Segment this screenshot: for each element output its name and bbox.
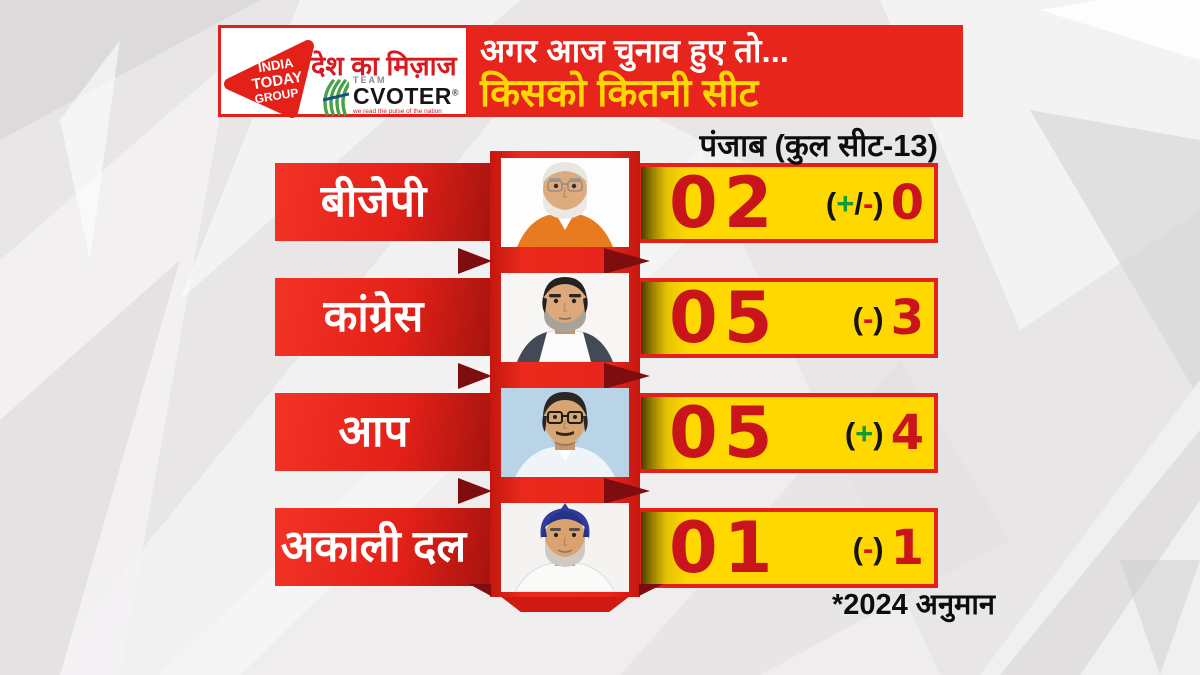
cvoter-tagline: we read the pulse of the nation — [353, 108, 442, 115]
party-label-aap: आप — [275, 393, 502, 471]
region-total-seats: पंजाब (कुल सीट-13) — [699, 128, 938, 163]
india-today-line3: GROUP — [254, 85, 300, 106]
party-label-akali-dal: अकाली दल — [275, 508, 502, 586]
cvoter-logo: TEAM CVOTER® we read the pulse of the na… — [323, 76, 459, 116]
plus-sign: + — [836, 185, 855, 221]
change-paren: ) — [873, 300, 884, 336]
photo-ribbon-tail — [500, 596, 630, 612]
change-value: 3 — [890, 290, 924, 346]
seat-change: (+ / -) 0 — [826, 179, 924, 227]
seat-count: 02 — [669, 162, 779, 244]
minus-sign: - — [862, 300, 874, 336]
india-today-group-logo: INDIA TODAY GROUP — [224, 40, 314, 118]
seat-change: (-) 3 — [853, 294, 924, 342]
brand-tagline: देश का मिज़ाज — [311, 51, 457, 81]
change-paren: ( — [852, 300, 863, 336]
seat-bar-bjp: 02 (+ / -) 0 — [637, 163, 938, 243]
sukhbir-singh-badal-photo — [501, 503, 629, 592]
arvind-kejriwal-photo — [501, 388, 629, 477]
cvoter-team-label: TEAM — [353, 75, 387, 85]
change-paren: ( — [852, 530, 863, 566]
seat-change: (+) 4 — [845, 409, 924, 457]
cvoter-name: CVOTER® — [353, 85, 459, 108]
change-paren: ) — [873, 415, 884, 451]
seat-bar-congress: 05 (-) 3 — [637, 278, 938, 358]
change-value: 4 — [890, 405, 924, 461]
plus-sign: + — [855, 415, 874, 451]
seat-count: 05 — [669, 277, 779, 359]
party-label-congress: कांग्रेस — [275, 278, 502, 356]
cvoter-arcs-icon — [323, 79, 349, 116]
headline-box: अगर आज चुनाव हुए तो... किसको कितनी सीट — [466, 25, 963, 117]
minus-sign: - — [862, 185, 874, 221]
seat-count: 01 — [669, 507, 779, 589]
party-label-bjp: बीजेपी — [275, 163, 502, 241]
seat-bar-aap: 05 (+) 4 — [637, 393, 938, 473]
headline-line2: किसको कितनी सीट — [480, 72, 759, 115]
change-paren: ( — [825, 185, 837, 221]
headline-line1: अगर आज चुनाव हुए तो... — [480, 32, 789, 69]
party-name: अकाली दल — [280, 521, 467, 571]
minus-sign: - — [862, 530, 874, 566]
rahul-gandhi-photo — [501, 273, 629, 362]
change-paren: ( — [844, 415, 856, 451]
brand-logo-box: INDIA TODAY GROUP देश का मिज़ाज TEAM CVO… — [218, 25, 470, 118]
registered-mark: ® — [451, 87, 459, 98]
party-name: आप — [338, 406, 409, 456]
seat-bar-akali-dal: 01 (-) 1 — [637, 508, 938, 588]
change-value: 0 — [890, 175, 924, 231]
seat-change: (-) 1 — [853, 524, 924, 572]
india-today-line1: INDIA — [257, 55, 295, 75]
estimate-footnote: *2024 अनुमान — [831, 589, 995, 621]
cvoter-wordmark: CVOTER — [353, 83, 452, 109]
change-paren: ) — [873, 530, 884, 566]
party-name: बीजेपी — [320, 176, 427, 226]
party-name: कांग्रेस — [323, 291, 424, 341]
slash-sign: / — [854, 185, 863, 221]
seat-count: 05 — [669, 392, 779, 474]
change-paren: ) — [873, 185, 884, 221]
narendra-modi-photo — [501, 158, 629, 247]
change-value: 1 — [890, 520, 924, 576]
